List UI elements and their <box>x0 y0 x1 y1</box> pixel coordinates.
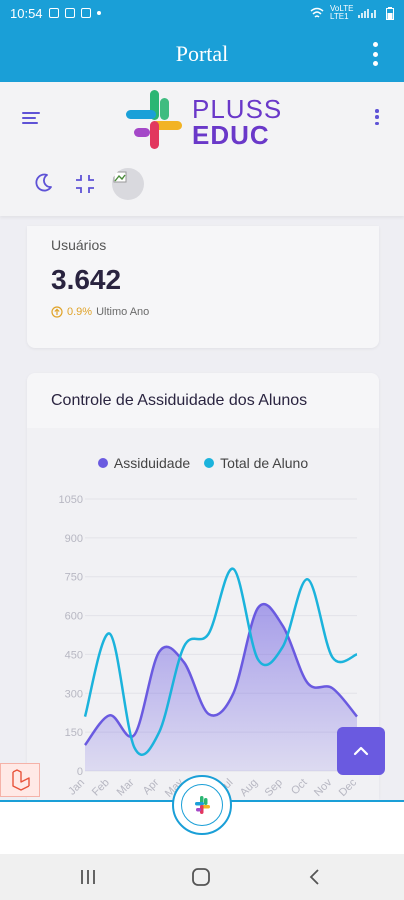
broken-image-icon <box>113 171 127 183</box>
legend-item[interactable]: Assiduidade <box>97 455 191 471</box>
minimize-icon[interactable] <box>75 174 95 194</box>
series-line-assiduidade <box>83 602 358 746</box>
legend-swatch <box>204 458 215 468</box>
legend-swatch <box>97 458 108 468</box>
x-tick-label: Mar <box>115 776 137 798</box>
network-label: VoLTE LTE1 <box>330 4 354 21</box>
app-header: PLUSS EDUC <box>0 82 404 152</box>
system-navigation-bar <box>0 854 404 900</box>
series-line-total-de-aluno <box>83 567 358 756</box>
x-tick-label: Aug <box>238 777 260 799</box>
y-tick-label: 900 <box>65 533 83 545</box>
status-time: 10:54 <box>10 5 43 21</box>
scroll-top-button[interactable] <box>337 727 385 775</box>
overflow-menu-button[interactable] <box>372 42 378 66</box>
legend-item[interactable]: Total de Aluno <box>204 455 308 471</box>
pluss-educ-logo: PLUSS EDUC <box>124 86 284 150</box>
laravel-icon <box>12 769 30 791</box>
x-tick-label: Oct <box>289 777 310 798</box>
app-titlebar: Portal <box>0 26 404 82</box>
laravel-badge[interactable] <box>0 763 40 797</box>
x-tick-label: Jan <box>66 777 87 798</box>
gallery-icon <box>48 8 59 18</box>
page-title: Portal <box>175 41 229 66</box>
x-tick-label: Nov <box>312 776 335 799</box>
hamburger-icon[interactable] <box>22 112 40 124</box>
chevron-up-icon <box>353 746 369 756</box>
back-icon[interactable] <box>308 868 322 886</box>
x-tick-label: Dec <box>337 776 360 799</box>
battery-icon <box>386 6 394 20</box>
users-growth: 0.9% Ultimo Ano <box>51 306 149 318</box>
signal-icon <box>358 9 376 18</box>
dot-icon <box>372 61 378 66</box>
logo-mark-icon <box>126 90 182 149</box>
chart-legend: Assiduidade Total de Aluno <box>27 455 379 471</box>
logo-text-educ: EDUC <box>192 120 270 150</box>
more-notifications-icon <box>96 11 101 15</box>
logo-text-pluss: PLUSS <box>192 94 283 124</box>
legend-label: Assiduidade <box>113 455 191 471</box>
chart-title: Controle de Assiduidade dos Alunos <box>51 392 308 409</box>
users-value: 3.642 <box>51 264 122 295</box>
y-tick-label: 1050 <box>59 494 83 506</box>
legend-label: Total de Aluno <box>220 455 309 471</box>
users-label: Usuários <box>51 237 107 253</box>
download-icon <box>80 8 91 18</box>
home-button[interactable] <box>172 775 232 835</box>
wifi-icon <box>310 7 324 18</box>
toolbar <box>0 152 404 216</box>
home-icon <box>195 796 210 814</box>
attendance-card: Controle de Assiduidade dos Alunos Assid… <box>27 373 379 803</box>
status-bar: 10:54 VoLTE LTE1 <box>0 0 404 26</box>
header-more-button[interactable] <box>375 109 379 125</box>
home-button-ring <box>181 784 223 826</box>
moon-icon[interactable] <box>33 172 53 194</box>
users-growth-percent: 0.9% <box>67 306 93 318</box>
y-tick-label: 750 <box>65 572 83 584</box>
users-card: Usuários 3.642 0.9% Ultimo Ano <box>27 226 379 348</box>
dot-icon <box>372 51 378 57</box>
x-tick-label: Apr <box>141 776 162 797</box>
users-growth-period: Ultimo Ano <box>96 306 150 318</box>
y-tick-label: 600 <box>65 611 83 623</box>
arrow-up-circle-icon <box>51 306 63 318</box>
avatar[interactable] <box>112 168 144 200</box>
recent-apps-icon[interactable] <box>78 868 98 886</box>
x-tick-label: Sep <box>263 777 285 799</box>
y-tick-label: 450 <box>65 649 83 661</box>
y-tick-label: 150 <box>65 727 83 739</box>
series-area-assiduidade <box>85 604 357 771</box>
system-home-icon[interactable] <box>191 867 211 887</box>
x-tick-label: Feb <box>90 777 112 799</box>
notification-icon <box>64 8 75 18</box>
y-tick-label: 0 <box>77 766 83 778</box>
y-tick-label: 300 <box>65 688 83 700</box>
dot-icon <box>372 42 378 47</box>
